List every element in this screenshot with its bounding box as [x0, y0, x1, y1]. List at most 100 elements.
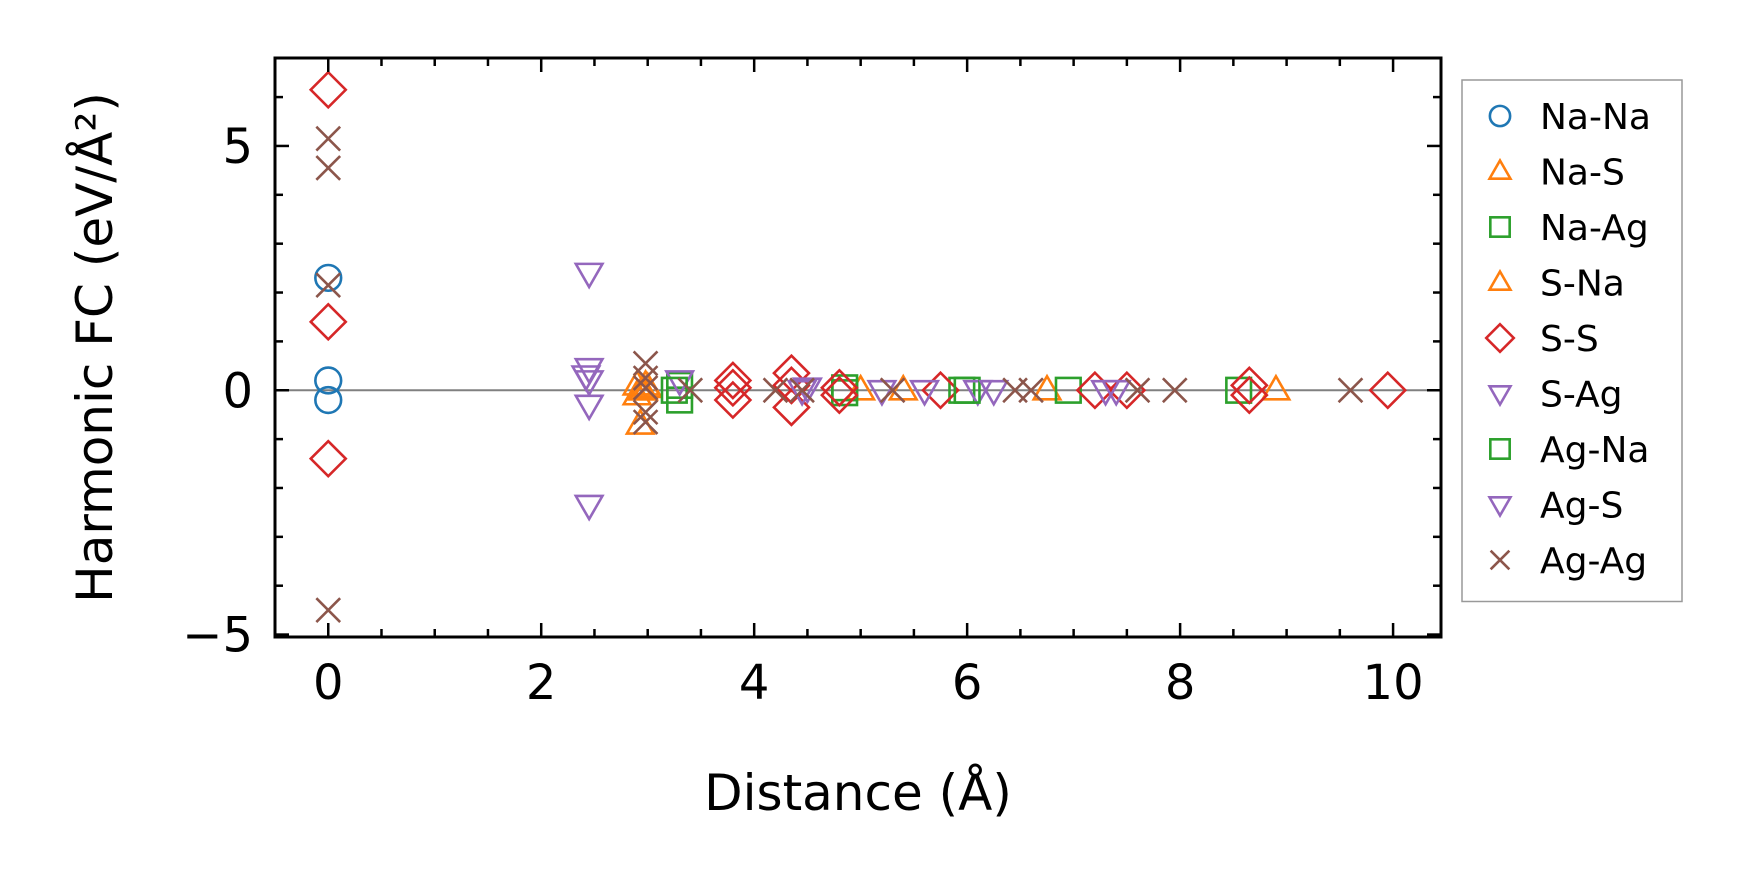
legend-label: S-S	[1540, 319, 1599, 360]
data-point	[1031, 373, 1063, 401]
data-point	[315, 155, 342, 181]
x-tick-label: 6	[952, 655, 983, 711]
data-point	[1124, 377, 1151, 404]
data-point	[845, 373, 877, 401]
x-tick-label: 0	[313, 655, 344, 711]
data-point	[713, 380, 753, 420]
series-na-na	[314, 263, 343, 415]
data-point	[713, 361, 753, 400]
legend-marker	[1489, 549, 1511, 571]
data-point	[632, 409, 659, 435]
data-point	[314, 385, 343, 415]
legend-label: Ag-S	[1540, 486, 1623, 527]
legend-item: Na-Na	[1488, 97, 1651, 138]
data-point	[1018, 377, 1044, 404]
legend-label: Na-S	[1540, 153, 1625, 194]
data-point	[1161, 377, 1188, 404]
legend-item: S-Ag	[1487, 375, 1623, 416]
series-ag-na	[660, 376, 981, 404]
legend-marker	[1488, 104, 1512, 128]
data-point	[570, 365, 602, 393]
series-ag-ag	[315, 125, 1364, 623]
data-point	[666, 386, 694, 414]
y-tick-label: −5	[182, 608, 253, 664]
legend-marker	[1487, 157, 1513, 180]
data-point	[953, 376, 981, 404]
data-point	[713, 368, 753, 408]
data-point	[1368, 370, 1408, 410]
x-axis-label: Distance (Å)	[704, 764, 1012, 822]
x-tick-label: 2	[526, 655, 557, 711]
data-points	[308, 70, 1408, 623]
legend-marker	[1487, 496, 1513, 519]
x-tick-label: 10	[1363, 655, 1424, 711]
data-point	[677, 377, 704, 404]
legend-marker	[1484, 322, 1516, 354]
data-point	[962, 379, 994, 407]
data-point	[1107, 370, 1147, 410]
data-point	[315, 597, 342, 623]
legend-label: Ag-Na	[1540, 430, 1649, 471]
data-point	[1229, 375, 1269, 415]
legend-marker	[1489, 216, 1511, 238]
legend-item: Ag-Ag	[1489, 541, 1647, 582]
legend-label: S-Na	[1540, 264, 1625, 305]
data-point	[921, 370, 960, 410]
legend: Na-Na Na-S Na-Ag S-Na S-S S-Ag Ag-Na Ag-S Ag-Ag	[1461, 79, 1683, 603]
data-point	[978, 379, 1010, 407]
x-tick-label: 4	[739, 655, 770, 711]
x-tick-label: 8	[1165, 655, 1196, 711]
series-s-s	[308, 70, 1408, 478]
y-axis-label: Harmonic FC (eV/Å²)	[66, 92, 124, 603]
legend-label: Na-Na	[1540, 97, 1651, 138]
plot-frame	[273, 56, 1443, 639]
tick-labels: 0 2 4 6 8 10 −5 0 5	[182, 119, 1423, 711]
data-point	[314, 263, 343, 293]
data-point	[1054, 376, 1082, 404]
y-tick-label: 0	[222, 363, 253, 419]
data-point	[762, 377, 789, 404]
legend-label: Ag-Ag	[1540, 541, 1647, 582]
data-point	[308, 302, 348, 342]
data-point	[573, 394, 605, 422]
y-tick-label: 5	[222, 119, 253, 175]
legend-marker	[1489, 438, 1511, 460]
data-point	[315, 272, 342, 299]
data-point	[632, 399, 659, 426]
legend-label: S-Ag	[1540, 375, 1623, 416]
legend-marker	[1487, 385, 1513, 408]
data-point	[573, 262, 605, 290]
data-point	[820, 375, 859, 415]
data-point	[315, 125, 342, 152]
data-point	[1337, 377, 1364, 404]
data-point	[632, 374, 659, 401]
data-point	[1260, 373, 1292, 401]
legend-item: S-Na	[1487, 264, 1625, 305]
data-point	[308, 439, 348, 478]
legend-item: S-S	[1484, 319, 1599, 360]
data-point	[1100, 379, 1132, 407]
data-point	[666, 371, 694, 399]
legend-marker	[1487, 268, 1513, 291]
data-point	[879, 377, 906, 404]
series-ag-s	[570, 365, 1132, 407]
legend-item: Ag-Na	[1489, 430, 1649, 471]
legend-item: Ag-S	[1487, 486, 1623, 527]
data-point	[573, 494, 605, 522]
data-point	[314, 366, 343, 395]
legend-label: Na-Ag	[1540, 208, 1649, 249]
data-point	[786, 379, 818, 407]
data-point	[820, 368, 859, 408]
data-point	[1229, 366, 1269, 405]
data-point	[1075, 370, 1115, 410]
legend-item: Na-Ag	[1489, 208, 1649, 249]
data-point	[660, 376, 688, 404]
legend-item: Na-S	[1487, 153, 1625, 194]
data-point	[831, 379, 859, 407]
data-point	[308, 70, 348, 110]
data-point	[789, 377, 815, 404]
data-point	[632, 365, 659, 391]
data-point	[909, 379, 941, 407]
